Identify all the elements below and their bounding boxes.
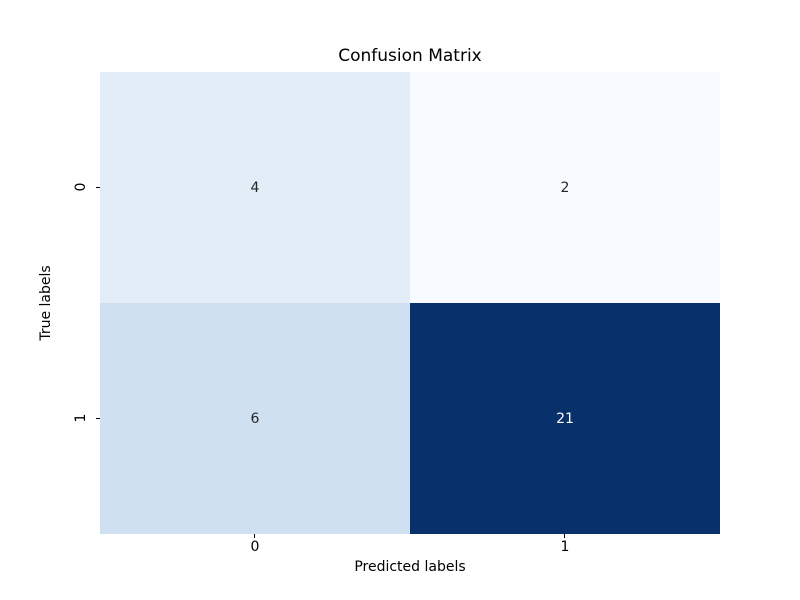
matrix-cell-r1c0: 6 [100, 303, 410, 534]
cell-value-r0c0: 4 [250, 179, 260, 196]
x-tick-mark-1 [564, 534, 565, 538]
chart-title: Confusion Matrix [338, 46, 482, 66]
y-tick-mark-0 [96, 187, 100, 188]
x-tick-label-0: 0 [250, 539, 260, 555]
matrix-cell-r0c1: 2 [410, 72, 720, 303]
y-tick-label-1: 1 [73, 413, 89, 423]
cell-value-r0c1: 2 [560, 179, 570, 196]
x-tick-label-1: 1 [560, 539, 570, 555]
x-tick-mark-0 [254, 534, 255, 538]
y-tick-mark-1 [96, 418, 100, 419]
cell-value-r1c0: 6 [250, 410, 260, 427]
matrix-cell-r1c1: 21 [410, 303, 720, 534]
y-tick-label-0: 0 [73, 182, 89, 192]
heatmap-axes: 4 2 6 21 [100, 72, 720, 534]
x-axis-label: Predicted labels [354, 559, 466, 575]
y-axis-label: True labels [38, 265, 54, 341]
cell-value-r1c1: 21 [556, 410, 574, 427]
matrix-cell-r0c0: 4 [100, 72, 410, 303]
